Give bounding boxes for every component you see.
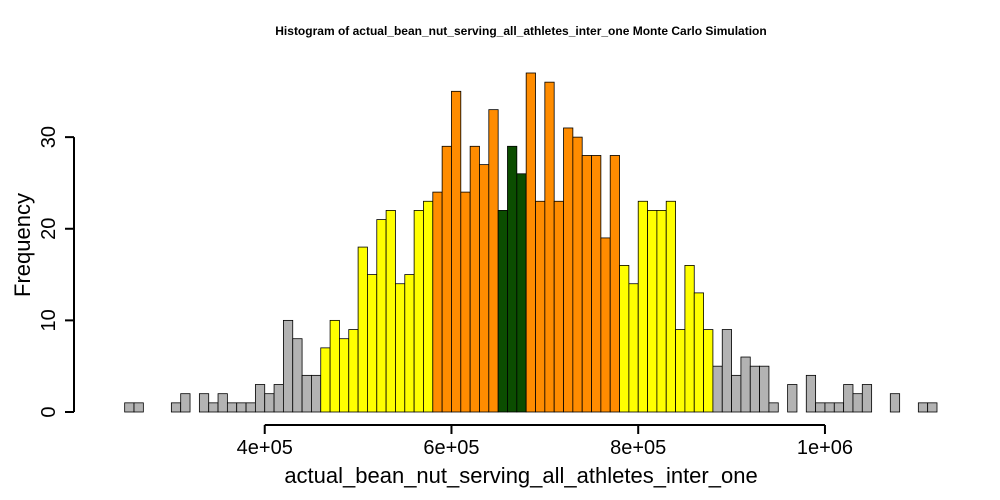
histogram-bar bbox=[637, 200, 648, 413]
histogram-bar bbox=[320, 347, 331, 413]
histogram-bar bbox=[451, 90, 462, 413]
histogram-bar bbox=[208, 402, 219, 413]
histogram-bar bbox=[133, 402, 144, 413]
histogram-bar bbox=[693, 292, 704, 413]
histogram-bar bbox=[460, 191, 471, 413]
histogram-bar bbox=[665, 200, 676, 413]
histogram-bar bbox=[917, 402, 929, 413]
histogram-bar bbox=[292, 338, 303, 413]
histogram-bar bbox=[385, 210, 396, 413]
histogram-bar bbox=[423, 200, 434, 413]
histogram-bar bbox=[507, 145, 518, 413]
histogram-bar bbox=[852, 393, 863, 413]
y-axis: 0 10 20 30 bbox=[38, 126, 75, 418]
histogram-bar bbox=[376, 219, 387, 413]
histogram-bar bbox=[488, 109, 499, 413]
histogram-bar bbox=[311, 374, 322, 413]
histogram-bar bbox=[647, 210, 658, 413]
histogram-bar bbox=[236, 402, 247, 413]
histogram-bar bbox=[469, 145, 480, 413]
y-tick-label: 0 bbox=[38, 406, 60, 417]
histogram-bar bbox=[348, 329, 359, 413]
histogram-bar bbox=[404, 274, 415, 413]
histogram-bar bbox=[889, 393, 901, 413]
histogram-bar bbox=[432, 191, 443, 413]
histogram-bar bbox=[749, 365, 761, 413]
histogram-bar bbox=[180, 393, 191, 413]
histogram-bar bbox=[339, 338, 350, 413]
y-tick-label: 10 bbox=[38, 309, 60, 331]
histogram-bar bbox=[357, 246, 368, 413]
histogram-bar bbox=[572, 136, 583, 413]
histogram-bar bbox=[264, 393, 275, 413]
y-tick-label: 20 bbox=[38, 218, 60, 240]
histogram-bar bbox=[226, 402, 238, 413]
histogram-bar bbox=[731, 374, 742, 413]
x-axis: 4e+05 6e+05 8e+05 1e+06 bbox=[237, 424, 853, 459]
histogram-bar bbox=[124, 402, 135, 413]
histogram-bar bbox=[833, 402, 845, 413]
histogram-bar bbox=[367, 274, 378, 413]
histogram-bar bbox=[441, 145, 452, 413]
histogram-bar bbox=[656, 210, 667, 413]
histogram-bar bbox=[843, 384, 854, 413]
histogram-bar bbox=[535, 200, 546, 413]
histogram-bar bbox=[516, 173, 527, 413]
histogram-bar bbox=[282, 319, 294, 413]
histogram-bar bbox=[740, 356, 751, 413]
histogram-bar bbox=[525, 72, 536, 413]
histogram-bar bbox=[395, 283, 406, 413]
histogram-bars bbox=[124, 72, 938, 413]
histogram-bar bbox=[787, 384, 798, 413]
x-tick-label: 8e+05 bbox=[610, 437, 666, 459]
histogram-bar bbox=[619, 265, 630, 413]
histogram-bar bbox=[581, 155, 592, 413]
histogram-bar bbox=[273, 384, 284, 413]
histogram-bar bbox=[721, 329, 732, 413]
histogram-bar bbox=[768, 402, 779, 413]
histogram-bar bbox=[563, 127, 574, 413]
histogram-bar bbox=[815, 402, 826, 413]
histogram-bar bbox=[628, 283, 639, 413]
histogram-bar bbox=[675, 329, 686, 413]
histogram-bar bbox=[170, 402, 182, 413]
x-tick-label: 4e+05 bbox=[237, 437, 293, 459]
histogram-bar bbox=[824, 402, 835, 413]
histogram-bar bbox=[301, 374, 312, 413]
x-tick-label: 1e+06 bbox=[797, 437, 853, 459]
histogram-bar bbox=[245, 402, 256, 413]
histogram-bar bbox=[497, 210, 508, 413]
histogram-bar bbox=[591, 155, 602, 413]
histogram-bar bbox=[600, 237, 611, 413]
histogram-bar bbox=[413, 210, 424, 413]
histogram-bar bbox=[217, 393, 228, 413]
y-tick-label: 30 bbox=[38, 126, 60, 148]
y-axis-label: Frequency bbox=[10, 193, 35, 297]
histogram-bar bbox=[198, 393, 210, 413]
histogram-bar bbox=[254, 384, 266, 413]
histogram-bar bbox=[684, 265, 695, 413]
histogram-bar bbox=[329, 319, 340, 413]
x-axis-label: actual_bean_nut_serving_all_athletes_int… bbox=[284, 463, 757, 488]
histogram-bar bbox=[927, 402, 938, 413]
histogram-bar bbox=[759, 365, 770, 413]
histogram-bar bbox=[703, 329, 714, 413]
histogram-bar bbox=[861, 384, 873, 413]
histogram-bar bbox=[553, 200, 564, 413]
histogram-bar bbox=[544, 81, 555, 413]
chart-title: Histogram of actual_bean_nut_serving_all… bbox=[275, 24, 766, 38]
histogram-bar bbox=[479, 164, 490, 413]
histogram-bar bbox=[712, 365, 723, 413]
histogram-bar bbox=[609, 155, 620, 413]
histogram-bar bbox=[805, 374, 817, 413]
x-tick-label: 6e+05 bbox=[423, 437, 479, 459]
